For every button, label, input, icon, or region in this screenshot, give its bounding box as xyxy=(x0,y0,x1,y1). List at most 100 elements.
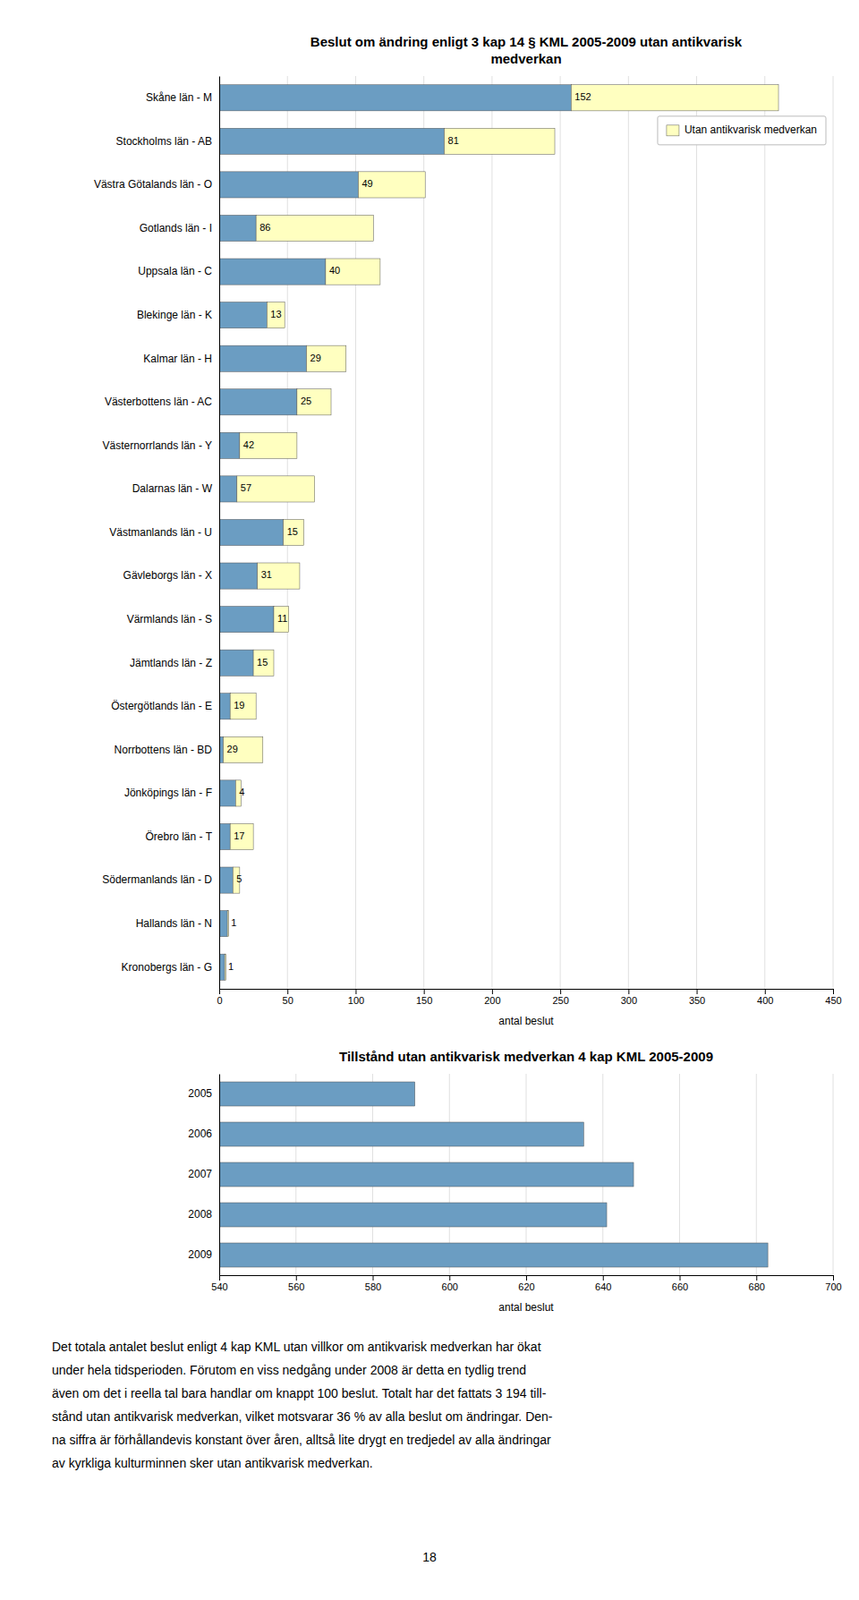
tick-label: 300 xyxy=(620,995,638,1006)
bar xyxy=(325,258,381,285)
tick: 300 xyxy=(620,988,638,1006)
grid-line xyxy=(219,1073,221,1276)
tick: 200 xyxy=(484,988,501,1006)
tick-mark xyxy=(765,988,766,995)
tick-mark xyxy=(560,988,562,995)
bar xyxy=(357,171,426,198)
title: Tillstånd utan antikvarisk medverkan 4 k… xyxy=(339,1048,714,1064)
tick-mark xyxy=(756,1275,757,1281)
data-label: 152 xyxy=(574,91,591,103)
tick-mark xyxy=(628,988,630,995)
bar xyxy=(253,649,274,676)
bar xyxy=(219,606,274,633)
bar xyxy=(219,910,228,937)
tick-label: 680 xyxy=(748,1281,766,1293)
category-tick: Skåne län - M xyxy=(145,91,220,104)
bar xyxy=(219,693,230,720)
tick: 50 xyxy=(282,988,294,1006)
bar xyxy=(224,953,227,980)
category-tick: 2007 xyxy=(187,1167,220,1181)
tick-mark xyxy=(526,1275,528,1281)
bar xyxy=(219,562,258,589)
tick-label: 50 xyxy=(282,995,294,1006)
bar xyxy=(219,127,445,154)
tick-label: 660 xyxy=(671,1281,689,1293)
grid-line xyxy=(355,76,357,989)
title-line: Beslut om ändring enligt 3 kap 14 § KML … xyxy=(310,34,743,50)
category-tick: Jämtlands län - Z xyxy=(129,656,220,670)
grid xyxy=(219,76,834,989)
data-label: 15 xyxy=(256,656,268,668)
bar xyxy=(219,1081,416,1106)
legend: Utan antikvarisk medverkan xyxy=(657,116,826,145)
category-tick: Uppsala län - C xyxy=(137,264,220,278)
chart: 1528149864013292542571531111519294175110… xyxy=(93,34,842,1028)
category-axis: Skåne län - MStockholms län - ABVästra G… xyxy=(93,76,221,990)
category-label: Jämtlands län - Z xyxy=(129,656,213,670)
category-tick: Västmanlands län - U xyxy=(109,526,220,539)
tick-mark xyxy=(697,988,698,995)
tick: 580 xyxy=(365,1275,382,1293)
category-label: 2007 xyxy=(187,1167,213,1181)
paragraph-line: stånd utan antikvarisk medverkan, vilket… xyxy=(51,1409,553,1424)
data-label: 1 xyxy=(230,917,237,928)
category-tick: Östergötlands län - E xyxy=(110,699,220,713)
category-axis: 20052006200720082009 xyxy=(187,1074,220,1276)
page-number: 18 xyxy=(422,1549,437,1565)
grid-line xyxy=(833,76,834,989)
category-tick: Kronobergs län - G xyxy=(121,961,220,974)
tick: 450 xyxy=(824,988,842,1006)
tick-label: 150 xyxy=(416,995,433,1006)
bar xyxy=(227,910,230,937)
category-tick: Örebro län - T xyxy=(145,830,220,843)
value-axis: 540560580600620640660680700 xyxy=(211,1275,842,1293)
category-label: 2006 xyxy=(187,1127,213,1140)
tick: 250 xyxy=(552,988,569,1006)
category-label: Östergötlands län - E xyxy=(110,699,213,713)
tick-mark xyxy=(219,1275,221,1281)
data-label: 1 xyxy=(228,961,234,972)
category-label: 2009 xyxy=(187,1248,213,1261)
tick-mark xyxy=(680,1275,681,1281)
paragraph-line: Det totala antalet beslut enligt 4 kap K… xyxy=(51,1339,542,1354)
category-tick: Hallands län - N xyxy=(136,917,220,930)
tick-mark xyxy=(373,1275,375,1281)
bar xyxy=(444,127,555,154)
tick-label: 0 xyxy=(216,995,222,1006)
tick-label: 200 xyxy=(484,995,501,1006)
category-label: Stockholms län - AB xyxy=(116,135,213,148)
axis-line xyxy=(219,1074,221,1276)
bar xyxy=(283,518,305,545)
category-tick: Dalarnas län - W xyxy=(132,482,220,495)
category-label: Västerbottens län - AC xyxy=(104,395,213,409)
bar xyxy=(229,823,254,850)
tick-label: 400 xyxy=(756,995,774,1006)
category-tick: Västernorrlands län - Y xyxy=(102,439,220,452)
grid-line xyxy=(491,76,493,989)
data-label: 5 xyxy=(236,873,242,885)
category-label: Kalmar län - H xyxy=(143,352,213,366)
category-label: Uppsala län - C xyxy=(137,264,213,278)
category-tick: Värmlands län - S xyxy=(127,612,220,626)
chart: 5405605806006206406606807002005200620072… xyxy=(0,1048,842,1314)
data-labels: 152814986401329254257153111151929417511 xyxy=(227,91,592,971)
data-label: 4 xyxy=(238,786,245,798)
category-tick: 2009 xyxy=(187,1248,220,1261)
tick-mark xyxy=(603,1275,604,1281)
grid-line xyxy=(628,76,630,989)
category-tick: Stockholms län - AB xyxy=(116,135,220,148)
value-axis: 050100150200250300350400450 xyxy=(216,988,842,1006)
tick-mark xyxy=(492,988,494,995)
tick: 0 xyxy=(216,988,222,1006)
category-label: Blekinge län - K xyxy=(136,308,213,322)
data-label: 40 xyxy=(329,264,341,276)
bar xyxy=(229,693,256,720)
category-tick: Västerbottens län - AC xyxy=(104,395,220,409)
bar xyxy=(219,780,236,807)
data-label: 25 xyxy=(300,395,312,407)
grid-line xyxy=(764,76,766,989)
title-line: medverkan xyxy=(490,51,562,67)
tick-mark xyxy=(833,988,834,995)
axis-line xyxy=(219,76,221,990)
grid-line xyxy=(560,76,562,989)
